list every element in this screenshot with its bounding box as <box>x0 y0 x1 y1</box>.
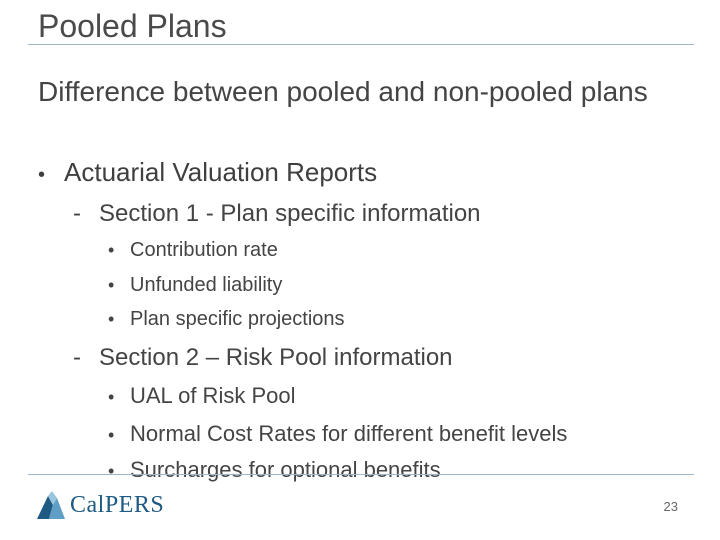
dash-marker: - <box>73 200 81 227</box>
bullet-marker: • <box>108 387 115 407</box>
title-rule <box>28 44 694 45</box>
bullet-marker: • <box>38 164 46 186</box>
bullet-marker: • <box>108 275 115 295</box>
bullet-text: Actuarial Valuation Reports <box>64 157 378 187</box>
subitem-text: Normal Cost Rates for different benefit … <box>130 421 568 446</box>
calpers-mountain-icon <box>37 491 65 519</box>
subitem-text: Plan specific projections <box>130 308 345 330</box>
section-1-subitem: • Contribution rate <box>108 239 278 262</box>
page-number: 23 <box>663 499 678 514</box>
section-1-text: Section 1 - Plan specific information <box>99 200 481 227</box>
subitem-text: UAL of Risk Pool <box>130 383 296 408</box>
footer-rule <box>28 474 694 475</box>
subitem-text: Unfunded liability <box>130 274 283 296</box>
bullet-level1: • Actuarial Valuation Reports <box>38 157 377 188</box>
slide-subtitle: Difference between pooled and non-pooled… <box>38 76 648 107</box>
section-1-subitem: • Unfunded liability <box>108 274 282 297</box>
section-2-text: Section 2 – Risk Pool information <box>99 344 453 371</box>
bullet-marker: • <box>108 425 115 445</box>
section-1-item: - Section 1 - Plan specific information <box>73 200 481 228</box>
section-2-subitem: • Surcharges for optional benefits <box>108 457 441 483</box>
bullet-marker: • <box>108 309 115 329</box>
logo-text: CalPERS <box>70 491 165 518</box>
section-1-subitem: • Plan specific projections <box>108 308 345 331</box>
subitem-text: Surcharges for optional benefits <box>130 457 441 482</box>
calpers-logo: CalPERS <box>36 488 164 522</box>
section-2-subitem: • UAL of Risk Pool <box>108 383 295 409</box>
section-2-subitem: • Normal Cost Rates for different benefit… <box>108 421 567 447</box>
slide-title: Pooled Plans <box>38 8 227 44</box>
section-2-item: - Section 2 – Risk Pool information <box>73 344 453 372</box>
bullet-marker: • <box>108 240 115 260</box>
subitem-text: Contribution rate <box>130 239 278 261</box>
dash-marker: - <box>73 344 81 371</box>
bullet-marker: • <box>108 461 115 481</box>
